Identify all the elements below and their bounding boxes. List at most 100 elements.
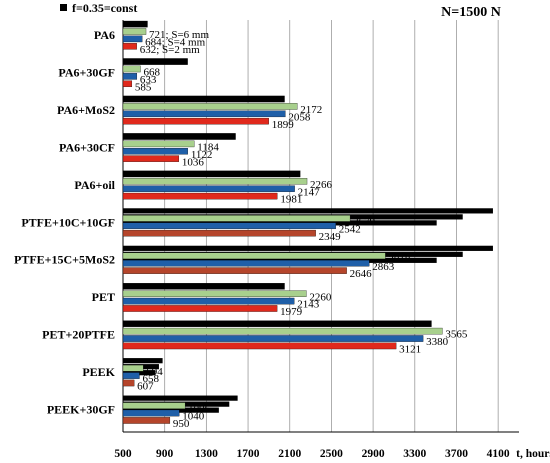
category-label: PEEK+30GF [47, 403, 115, 417]
bar [122, 290, 307, 297]
x-tick-label: 2500 [320, 448, 343, 460]
bar [122, 215, 351, 222]
data-label: 2349 [319, 231, 342, 243]
bar [122, 65, 141, 73]
load-annotation: N=1500 N [441, 5, 501, 20]
data-label: 1096 [188, 403, 211, 415]
category-label: PET+20PTFE [42, 328, 115, 342]
bar [122, 297, 295, 305]
data-label: 694 [146, 366, 163, 378]
data-label: 3018 [388, 253, 411, 265]
bar [122, 327, 443, 335]
data-label: 585 [135, 81, 152, 93]
data-label: 668 [144, 67, 161, 79]
category-label: PET [92, 290, 115, 304]
data-label: 2266 [310, 179, 333, 191]
bar [122, 342, 397, 350]
bar [122, 320, 432, 327]
category-label: PA6+30CF [59, 140, 115, 154]
data-label: 2058 [288, 111, 311, 123]
bar [122, 283, 285, 290]
data-label: 1981 [280, 194, 302, 206]
bar [122, 364, 144, 372]
data-label: 1899 [272, 119, 295, 131]
x-tick-label: 1300 [195, 448, 218, 460]
bar [122, 80, 133, 88]
data-label: 2542 [339, 223, 361, 235]
data-label: 721; S=6 mm [149, 29, 209, 41]
bar [122, 372, 140, 379]
x-tick-label: 2100 [278, 448, 301, 460]
x-tick-label: 3700 [445, 448, 468, 460]
bar [122, 110, 286, 118]
bar [122, 259, 370, 267]
x-tick-label: 4100 [487, 448, 510, 460]
bar [122, 148, 188, 155]
x-tick-label: 2900 [362, 448, 385, 460]
category-label: PA6+MoS2 [57, 103, 115, 117]
bar [122, 222, 336, 230]
x-tick-labels: 500 900 1300 1700 2100 2500 2900 3300 3700 4100 [114, 448, 510, 460]
bar [122, 140, 195, 148]
data-label: 1036 [182, 156, 205, 168]
bar [122, 305, 278, 312]
bar [122, 170, 301, 178]
bar [122, 155, 180, 162]
x-tick-label: 900 [156, 448, 174, 460]
bar [122, 35, 143, 43]
data-label: 3380 [426, 336, 449, 348]
category-label: PEEK [82, 365, 115, 379]
bar [122, 73, 138, 80]
category-label: PA6 [94, 28, 115, 42]
category-label: PTFE+15C+5MoS2 [14, 253, 115, 267]
data-label: 3565 [445, 329, 468, 341]
data-label: 632; S=2 mm [140, 44, 200, 56]
bar [122, 178, 308, 185]
data-label: 1979 [280, 306, 303, 318]
bar [122, 103, 298, 110]
bar [122, 229, 316, 237]
bar [122, 28, 147, 35]
data-label: 2679 [353, 216, 376, 228]
data-label: 2143 [297, 299, 320, 311]
bar [122, 417, 171, 424]
bar [122, 20, 148, 28]
bar [122, 192, 278, 200]
data-label: 2646 [350, 268, 373, 280]
data-label: 1122 [191, 149, 213, 161]
bars-group [122, 20, 493, 424]
bar [123, 358, 163, 364]
x-axis-label: t, hours [516, 448, 550, 460]
category-labels: PA6 PA6+30GF PA6+MoS2 PA6+30CF PA6+oil PTFE+1… [14, 28, 116, 417]
bar [123, 208, 493, 214]
bar [123, 245, 493, 251]
x-tick-label: 3300 [403, 448, 426, 460]
bar [122, 185, 295, 192]
bar [122, 402, 186, 409]
bar [122, 379, 135, 387]
x-tick-label: 1700 [237, 448, 260, 460]
category-label: PTFE+10C+10GF [21, 215, 115, 229]
data-label: 633 [140, 74, 157, 86]
bar [122, 267, 347, 274]
category-label: PA6+30GF [58, 65, 115, 79]
data-label: 2863 [372, 261, 395, 273]
x-tick-label: 500 [114, 448, 132, 460]
data-label: 684; S=4 mm [145, 37, 205, 49]
bar [122, 117, 269, 125]
bar [122, 43, 137, 50]
bar [122, 335, 424, 342]
data-label: 2147 [298, 186, 321, 198]
data-label: 3121 [399, 344, 421, 356]
bar [123, 395, 238, 401]
bar [122, 133, 236, 140]
data-label: 2172 [300, 104, 322, 116]
bar [122, 409, 180, 417]
data-label: 1040 [182, 411, 205, 423]
bar [122, 58, 188, 65]
data-label: 2260 [309, 291, 332, 303]
category-label: PA6+oil [74, 178, 115, 192]
data-label: 658 [142, 373, 159, 385]
